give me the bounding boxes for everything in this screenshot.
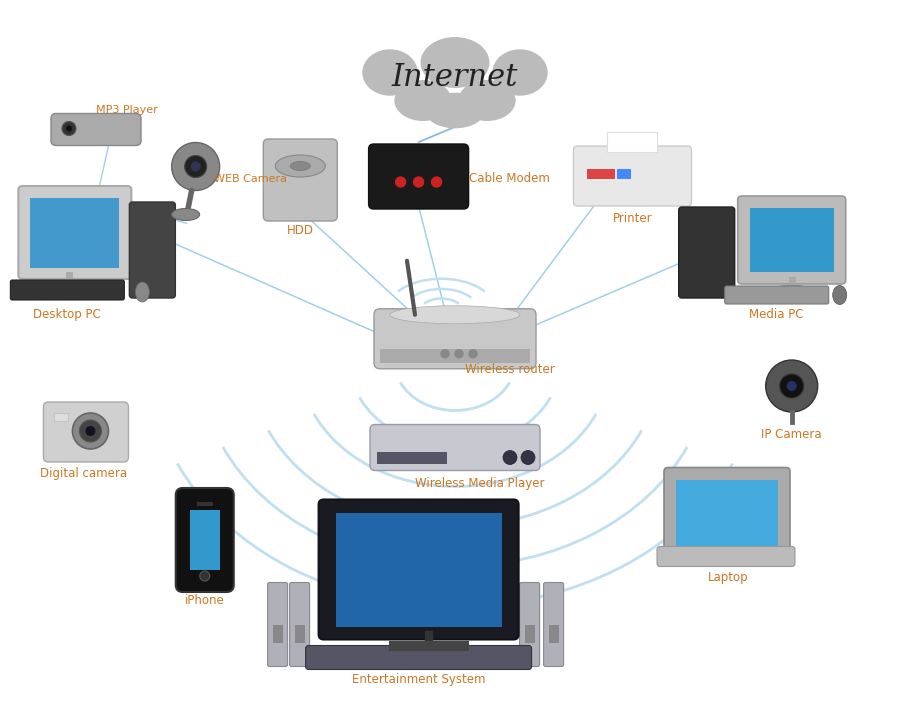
Text: Wireless Media Player: Wireless Media Player <box>415 478 545 491</box>
Circle shape <box>469 349 477 357</box>
Bar <box>197 502 213 506</box>
FancyBboxPatch shape <box>679 207 734 298</box>
Text: WEB Camera: WEB Camera <box>214 173 287 183</box>
Circle shape <box>765 360 818 412</box>
Circle shape <box>521 450 535 465</box>
Text: Digital camera: Digital camera <box>40 467 127 480</box>
FancyBboxPatch shape <box>724 286 829 304</box>
Circle shape <box>441 349 449 357</box>
Ellipse shape <box>774 285 809 295</box>
Ellipse shape <box>363 50 417 95</box>
Circle shape <box>431 177 441 187</box>
Bar <box>549 624 559 642</box>
Circle shape <box>414 177 423 187</box>
Ellipse shape <box>390 306 520 324</box>
Text: Wireless router: Wireless router <box>465 362 555 376</box>
FancyBboxPatch shape <box>664 468 790 555</box>
Bar <box>295 624 305 642</box>
FancyBboxPatch shape <box>370 425 540 471</box>
Ellipse shape <box>493 50 547 95</box>
Ellipse shape <box>52 282 86 292</box>
Circle shape <box>503 450 517 465</box>
Bar <box>55 413 68 421</box>
Text: iPhone: iPhone <box>185 594 225 607</box>
Bar <box>336 513 501 626</box>
Ellipse shape <box>172 209 199 220</box>
FancyBboxPatch shape <box>18 186 131 279</box>
Bar <box>618 169 632 179</box>
Text: Cable Modem: Cable Modem <box>469 172 550 184</box>
FancyBboxPatch shape <box>306 645 531 669</box>
Bar <box>608 132 657 152</box>
FancyBboxPatch shape <box>129 202 176 298</box>
FancyBboxPatch shape <box>176 488 234 592</box>
Circle shape <box>79 420 101 442</box>
Circle shape <box>191 162 200 172</box>
Text: HDD: HDD <box>287 224 314 237</box>
Text: Media PC: Media PC <box>750 308 804 321</box>
FancyBboxPatch shape <box>10 280 125 300</box>
Bar <box>588 169 615 179</box>
Bar <box>273 624 283 642</box>
FancyBboxPatch shape <box>374 309 536 369</box>
Text: Laptop: Laptop <box>708 571 748 584</box>
Bar <box>750 208 834 272</box>
FancyBboxPatch shape <box>51 114 141 146</box>
Text: Desktop PC: Desktop PC <box>34 308 101 321</box>
Bar <box>524 624 534 642</box>
Text: IP Camera: IP Camera <box>762 428 822 441</box>
Circle shape <box>66 125 72 131</box>
Circle shape <box>73 413 108 449</box>
Circle shape <box>787 381 796 391</box>
FancyBboxPatch shape <box>520 582 540 666</box>
Bar <box>377 452 447 463</box>
Circle shape <box>200 571 209 581</box>
FancyBboxPatch shape <box>738 196 845 284</box>
Text: Internet: Internet <box>392 62 518 93</box>
FancyBboxPatch shape <box>573 146 692 206</box>
Circle shape <box>455 349 463 357</box>
Ellipse shape <box>276 155 325 177</box>
Text: Entertainment System: Entertainment System <box>352 673 485 686</box>
FancyBboxPatch shape <box>369 144 469 209</box>
Bar <box>389 640 469 650</box>
Circle shape <box>780 374 804 398</box>
Circle shape <box>86 426 96 436</box>
Ellipse shape <box>421 38 489 87</box>
Text: MP3 Player: MP3 Player <box>96 104 157 115</box>
FancyBboxPatch shape <box>543 582 563 666</box>
FancyBboxPatch shape <box>263 139 338 221</box>
Bar <box>380 349 530 362</box>
Ellipse shape <box>833 286 846 304</box>
Circle shape <box>172 143 219 191</box>
Bar <box>30 198 119 268</box>
Ellipse shape <box>426 94 484 128</box>
Ellipse shape <box>290 162 310 170</box>
FancyBboxPatch shape <box>318 500 519 639</box>
Circle shape <box>62 122 76 136</box>
FancyBboxPatch shape <box>44 402 128 462</box>
FancyBboxPatch shape <box>657 547 795 566</box>
Circle shape <box>185 155 207 178</box>
Bar <box>190 510 219 570</box>
Ellipse shape <box>460 80 515 120</box>
Circle shape <box>396 177 406 187</box>
FancyBboxPatch shape <box>268 582 288 666</box>
FancyBboxPatch shape <box>289 582 309 666</box>
Ellipse shape <box>136 282 149 302</box>
Text: Printer: Printer <box>612 212 652 225</box>
Ellipse shape <box>395 80 450 120</box>
Bar <box>676 479 778 545</box>
